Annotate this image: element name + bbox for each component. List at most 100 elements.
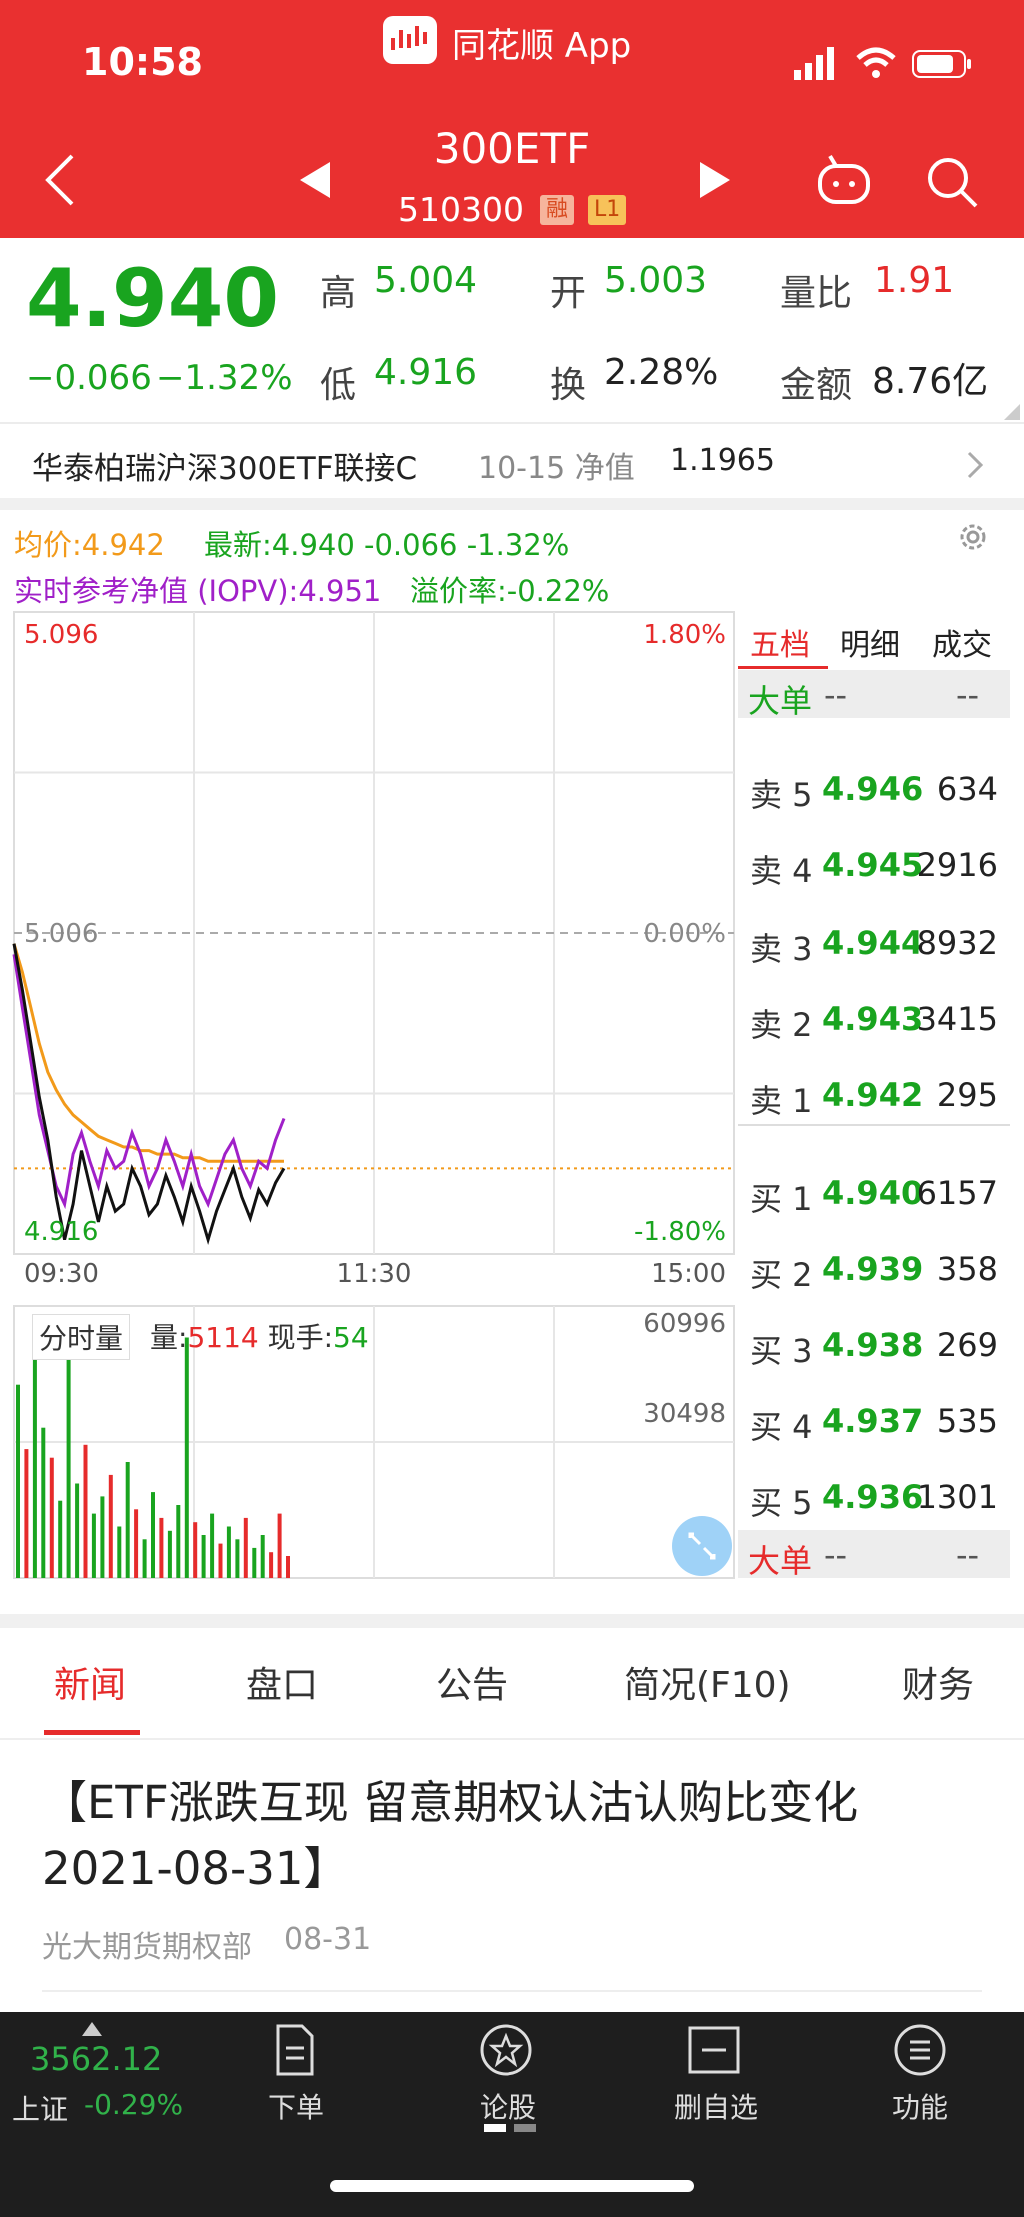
y-label-mid: 5.006 [24,919,98,949]
discuss-button-label[interactable]: 论股 [479,2091,536,2124]
next-stock-icon[interactable] [698,160,732,200]
stock-code: 510300 [398,190,524,229]
buy-label: 买 4 [750,1408,813,1446]
back-icon[interactable] [42,152,78,208]
low-label: 低 [320,365,357,406]
level-tag: L1 [588,195,627,225]
volume-bar [100,1496,105,1578]
buy-price: 4.936 [822,1478,924,1516]
big-order-row-bottom: 大单 -- -- [738,1530,1010,1580]
divider [0,1738,1024,1740]
sell-volume: 2916 [916,846,998,884]
y-label-top: 5.096 [24,620,98,650]
order-button-label[interactable]: 下单 [267,2091,324,2124]
divider [0,422,1024,424]
sell-label: 卖 2 [750,1006,813,1044]
buy-label: 买 2 [750,1256,813,1294]
volume-ratio-value: 1.91 [874,260,955,301]
stock-title: 300ETF [433,124,591,173]
index-up-arrow-icon [82,2022,102,2036]
page-indicator [484,2124,536,2132]
sell-label: 卖 3 [750,930,813,968]
sell-price: 4.945 [822,846,924,884]
volume-bar [16,1384,20,1578]
remove-watchlist-icon[interactable] [686,2022,742,2078]
fullscreen-button[interactable] [672,1516,732,1576]
sell-volume: 8932 [916,924,998,962]
volume-bar [243,1517,248,1578]
app-name: 同花顺 App [452,26,632,66]
volume-bar [24,1449,29,1578]
discuss-icon[interactable] [478,2022,534,2078]
price-change-pct: −1.32% [156,358,293,398]
search-icon[interactable] [924,154,980,208]
margin-tag: 融 [540,195,575,225]
big-order-b: -- [956,1536,980,1574]
volume-bar [277,1513,282,1578]
buy-price: 4.937 [822,1402,924,1440]
chevron-right-icon [967,451,984,479]
buy-volume: 1301 [916,1478,998,1516]
tab-market[interactable]: 盘口 [246,1665,319,1706]
sell-label: 卖 1 [750,1082,813,1120]
index-name: 上证 [12,2093,69,2126]
low-value: 4.916 [374,352,478,393]
order-icon[interactable] [266,2022,322,2078]
remove-watchlist-label[interactable]: 删自选 [673,2091,758,2124]
volume-bar [108,1474,113,1578]
tab-trades[interactable]: 成交 [932,628,992,663]
volume-bar [176,1505,181,1578]
volume-bar [41,1427,46,1578]
volume-bar [83,1444,88,1578]
buy-label: 买 1 [750,1180,813,1218]
price-change: −0.066 [26,358,152,398]
expand-corner-icon[interactable] [1004,404,1020,420]
volume-bar [151,1492,155,1578]
linked-fund-row[interactable]: 华泰柏瑞沪深300ETF联接C 10-15 净值 1.1965 [0,424,1024,498]
menu-button-label[interactable]: 功能 [891,2091,948,2124]
volume-bar [193,1522,198,1578]
robot-icon[interactable] [816,152,872,206]
volume-bar [91,1513,96,1578]
tab-f10[interactable]: 简况(F10) [624,1665,791,1706]
x-label-0930: 09:30 [24,1259,99,1289]
signal-icon [794,47,834,80]
amount-label: 金额 [780,365,853,406]
intraday-chart[interactable]: 5.096 5.006 4.916 1.80% 0.00% -1.80% 09:… [0,600,740,1600]
sell-label: 卖 4 [750,852,813,890]
hand-label: 现手: [267,1321,334,1354]
news-date: 08-31 [284,1922,372,1957]
volume-q-value: 5114 [187,1321,259,1354]
sell-price: 4.943 [822,1000,924,1038]
prev-stock-icon[interactable] [298,160,332,200]
tab-announcements[interactable]: 公告 [436,1665,509,1706]
news-headline[interactable]: 【ETF涨跌互现 留意期权认沽认购比变化2021-08-31】 [42,1776,859,1895]
fund-name: 华泰柏瑞沪深300ETF联接C [32,451,418,487]
buy-price: 4.940 [822,1174,924,1212]
app-logo-icon [383,16,437,64]
index-change: -0.29% [84,2088,184,2121]
volume-bar [184,1337,189,1578]
index-value[interactable]: 3562.12 [30,2040,163,2078]
x-label-1500: 15:00 [651,1259,726,1289]
big-order-a: -- [824,1536,848,1574]
volume-title: 分时量 [32,1314,131,1360]
volume-bar [235,1539,240,1578]
turnover-value: 2.28% [604,352,719,393]
vol-axis-mid: 30498 [643,1399,726,1429]
tab-finance[interactable]: 财务 [902,1665,975,1706]
menu-icon[interactable] [892,2022,948,2078]
volume-bar [66,1354,71,1578]
tab-news[interactable]: 新闻 [54,1665,127,1706]
gear-icon[interactable] [956,520,990,554]
high-value: 5.004 [374,260,478,301]
tab-detail[interactable]: 明细 [840,628,900,663]
volume-q-label: 量: [150,1321,188,1354]
volume-bar [260,1535,265,1578]
hand-value: 54 [333,1321,369,1354]
turnover-label: 换 [550,365,587,406]
big-order-row-top: 大单 -- -- [738,670,1010,720]
tab-five-levels[interactable]: 五档 [750,628,810,663]
volume-bar [75,1483,80,1578]
open-value: 5.003 [604,260,708,301]
